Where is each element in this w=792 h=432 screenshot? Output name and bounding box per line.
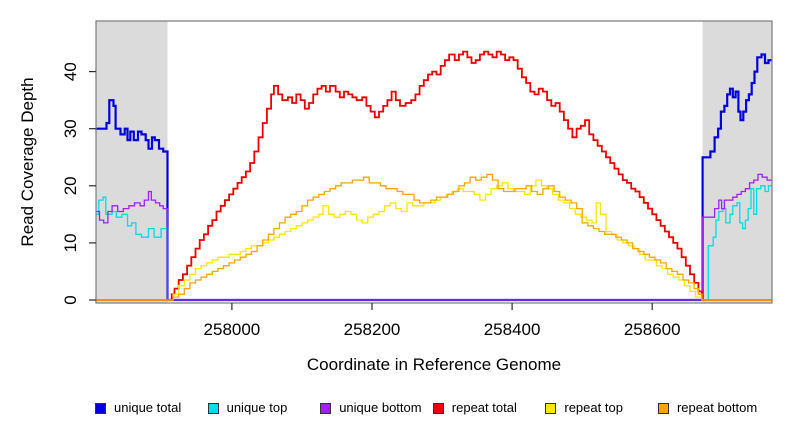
legend-label: unique bottom bbox=[339, 400, 422, 415]
shaded-region-0 bbox=[96, 21, 168, 303]
y-tick-label: 30 bbox=[61, 119, 80, 138]
series-line-repeat-bottom bbox=[96, 173, 772, 301]
series-line-repeat-top bbox=[96, 179, 772, 301]
y-tick-label: 40 bbox=[61, 62, 80, 81]
x-tick-label: 258000 bbox=[204, 320, 261, 339]
legend-label: repeat top bbox=[564, 400, 623, 415]
legend-swatch-unique-total bbox=[95, 402, 106, 414]
x-tick-label: 258400 bbox=[484, 320, 541, 339]
x-axis-title: Coordinate in Reference Genome bbox=[307, 355, 561, 374]
legend-label: unique total bbox=[114, 400, 182, 415]
legend-item-unique-total: unique total bbox=[95, 400, 208, 416]
legend-swatch-repeat-total bbox=[432, 402, 444, 414]
legend-swatch-repeat-top bbox=[545, 402, 557, 414]
shaded-regions bbox=[96, 21, 772, 303]
y-tick-label: 0 bbox=[61, 295, 80, 304]
plot-frame bbox=[95, 20, 773, 304]
series-line-unique-bottom bbox=[96, 173, 772, 301]
series-line-unique-total bbox=[96, 53, 772, 302]
y-axis-title: Read Coverage Depth bbox=[18, 77, 37, 246]
legend-item-unique-top: unique top bbox=[207, 400, 321, 416]
y-tick-label: 10 bbox=[61, 233, 80, 252]
legend-item-unique-bottom: unique bottom bbox=[320, 400, 433, 416]
legend-swatch-unique-bottom bbox=[320, 402, 332, 414]
series-lines bbox=[96, 50, 772, 302]
chart-legend: unique total unique top unique bottom re… bbox=[95, 400, 771, 416]
y-tick-label: 20 bbox=[61, 176, 80, 195]
axis-ticks: 258000 258200 258400 258600 0 10 20 30 40 bbox=[61, 62, 681, 339]
legend-item-repeat-top: repeat top bbox=[545, 400, 658, 416]
legend-item-repeat-bottom: repeat bottom bbox=[657, 400, 771, 416]
legend-label: unique top bbox=[226, 400, 288, 415]
series-line-unique-top bbox=[96, 185, 772, 301]
legend-item-repeat-total: repeat total bbox=[432, 400, 546, 416]
x-tick-label: 258600 bbox=[624, 320, 681, 339]
legend-swatch-repeat-bottom bbox=[657, 402, 669, 414]
legend-label: repeat bottom bbox=[676, 400, 758, 415]
x-tick-label: 258200 bbox=[344, 320, 401, 339]
shaded-region-1 bbox=[702, 21, 772, 303]
legend-label: repeat total bbox=[451, 400, 517, 415]
legend-swatch-unique-top bbox=[207, 402, 219, 414]
series-line-repeat-total bbox=[96, 50, 772, 301]
